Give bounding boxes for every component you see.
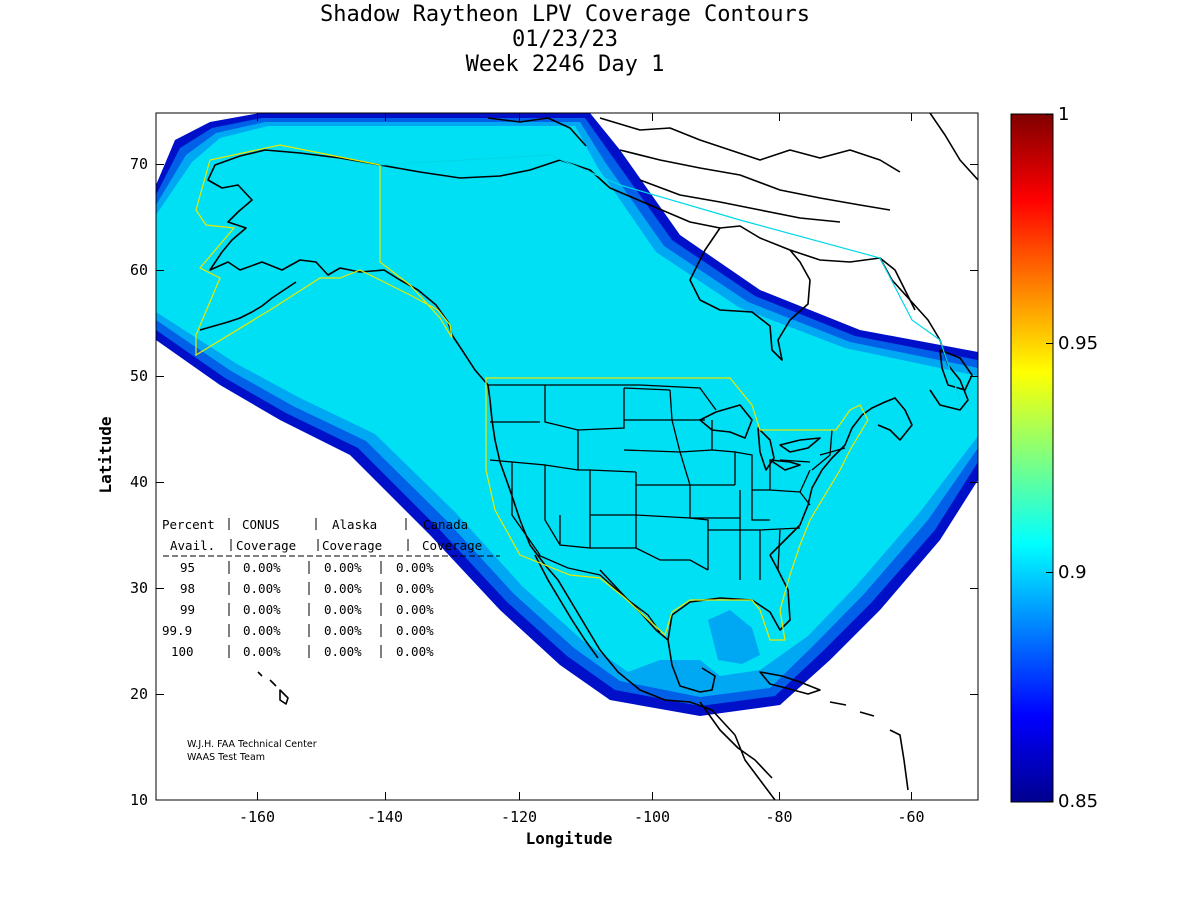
table-header-canada: Canada <box>423 517 468 532</box>
us-canada-border <box>488 384 717 411</box>
table-header-coverage: Coverage <box>322 538 382 553</box>
conus-alaska-boundaries <box>195 144 869 641</box>
central-america-coastline <box>699 701 776 800</box>
colorbar-tick-label: 0.85 <box>1058 791 1098 812</box>
x-axis <box>257 113 912 800</box>
map-title-line-3: Week 2246 Day 1 <box>465 52 665 77</box>
table-cell-alaska: 0.00% <box>324 644 362 659</box>
y-axis <box>156 164 978 695</box>
table-row: 99 0.00% 0.00% 0.00% <box>180 602 434 617</box>
table-cell-conus: 0.00% <box>243 581 281 596</box>
coverage-band-main <box>156 126 978 676</box>
table-header-alaska: Alaska <box>332 517 377 532</box>
map-plot-area <box>156 113 978 800</box>
arctic-islands <box>487 117 901 223</box>
table-cell-canada: 0.00% <box>396 560 434 575</box>
y-tick-label: 10 <box>130 791 148 809</box>
greenland-coast <box>929 113 978 181</box>
table-cell-canada: 0.00% <box>396 602 434 617</box>
credit-line-2: WAAS Test Team <box>187 752 265 763</box>
colorbar: 1 0.95 0.9 0.85 <box>1010 104 1098 812</box>
colorbar-tick-label: 0.9 <box>1058 562 1087 583</box>
x-axis-label: Longitude <box>526 829 613 848</box>
y-tick-label: 20 <box>130 685 148 703</box>
table-cell-alaska: 0.00% <box>324 602 362 617</box>
table-header-avail: Avail. <box>170 538 215 553</box>
canada-region-boundary <box>379 154 961 401</box>
aleutian-chain <box>199 281 297 331</box>
hawaii-islands <box>257 671 289 705</box>
east-coastline <box>769 397 913 556</box>
conus-region-boundary <box>485 377 869 641</box>
table-row: 95 0.00% 0.00% 0.00% <box>180 560 434 575</box>
mexico-gulf-coastline <box>667 639 716 693</box>
plot-frame <box>155 112 979 801</box>
table-row: 98 0.00% 0.00% 0.00% <box>180 581 434 596</box>
table-cell-percent: 100 <box>171 644 194 659</box>
table-cell-conus: 0.00% <box>243 623 281 638</box>
canada-boundary-line <box>379 154 961 401</box>
map-title-line-2: 01/23/23 <box>512 27 618 52</box>
table-row: 99.9 0.00% 0.00% 0.00% <box>162 623 434 638</box>
newfoundland <box>939 349 973 391</box>
table-cell-percent: 99.9 <box>162 623 192 638</box>
hudson-bay-coastline <box>689 227 811 361</box>
table-cell-alaska: 0.00% <box>324 623 362 638</box>
y-axis-label: Latitude <box>96 416 115 493</box>
x-tick-label: -160 <box>239 808 275 826</box>
table-cell-percent: 98 <box>180 581 195 596</box>
alaska-region-boundary <box>195 144 453 357</box>
table-cell-canada: 0.00% <box>396 623 434 638</box>
table-cell-percent: 95 <box>180 560 195 575</box>
map-title-line-1: Shadow Raytheon LPV Coverage Contours <box>319 2 811 27</box>
table-cell-conus: 0.00% <box>243 644 281 659</box>
table-header-percent: Percent <box>162 517 215 532</box>
y-tick-label: 60 <box>130 261 148 279</box>
cuba <box>759 671 821 695</box>
table-row: 100 0.00% 0.00% 0.00% <box>171 644 434 659</box>
table-header-coverage: Coverage <box>236 538 296 553</box>
us-mexico-border <box>537 554 661 633</box>
coastlines <box>199 113 978 800</box>
state-grid-east <box>708 429 846 580</box>
gulf-coastline <box>599 554 791 641</box>
alaska-coastline <box>207 149 453 336</box>
pacific-northwest-coastline <box>451 334 736 736</box>
canada-arctic-coastline <box>379 159 916 311</box>
x-tick-label: -140 <box>367 808 403 826</box>
state-boundaries <box>488 384 846 633</box>
table-cell-conus: 0.00% <box>243 560 281 575</box>
table-cell-percent: 99 <box>180 602 195 617</box>
table-cell-canada: 0.00% <box>396 581 434 596</box>
credit-line-1: W.J.H. FAA Technical Center <box>187 739 317 750</box>
gulf-coverage-patch <box>708 610 760 664</box>
table-cell-alaska: 0.00% <box>324 581 362 596</box>
table-cell-canada: 0.00% <box>396 644 434 659</box>
x-tick-label: -80 <box>765 808 792 826</box>
y-tick-label: 40 <box>130 473 148 491</box>
y-tick-label: 30 <box>130 579 148 597</box>
x-tick-label: -60 <box>897 808 924 826</box>
table-header-conus: CONUS <box>242 517 280 532</box>
y-tick-label: 50 <box>130 367 148 385</box>
colorbar-gradient <box>1010 113 1054 803</box>
x-tick-label: -100 <box>634 808 670 826</box>
colorbar-tick-label: 1 <box>1058 104 1069 125</box>
table-rows: 95 0.00% 0.00% 0.00% 98 0.00% 0.00% 0.00% 99 0.00… <box>162 560 434 659</box>
table-header-coverage: Coverage <box>422 538 482 553</box>
table-header-separators <box>228 518 409 551</box>
baja-peninsula <box>534 554 599 659</box>
coverage-table: Percent CONUS Alaska Canada Avail. Cover… <box>162 517 500 659</box>
colorbar-tick-label: 0.95 <box>1058 333 1098 354</box>
x-tick-label: -120 <box>501 808 537 826</box>
table-cell-conus: 0.00% <box>243 602 281 617</box>
table-cell-alaska: 0.00% <box>324 560 362 575</box>
caribbean-islands <box>829 701 909 791</box>
y-tick-label: 70 <box>130 155 148 173</box>
